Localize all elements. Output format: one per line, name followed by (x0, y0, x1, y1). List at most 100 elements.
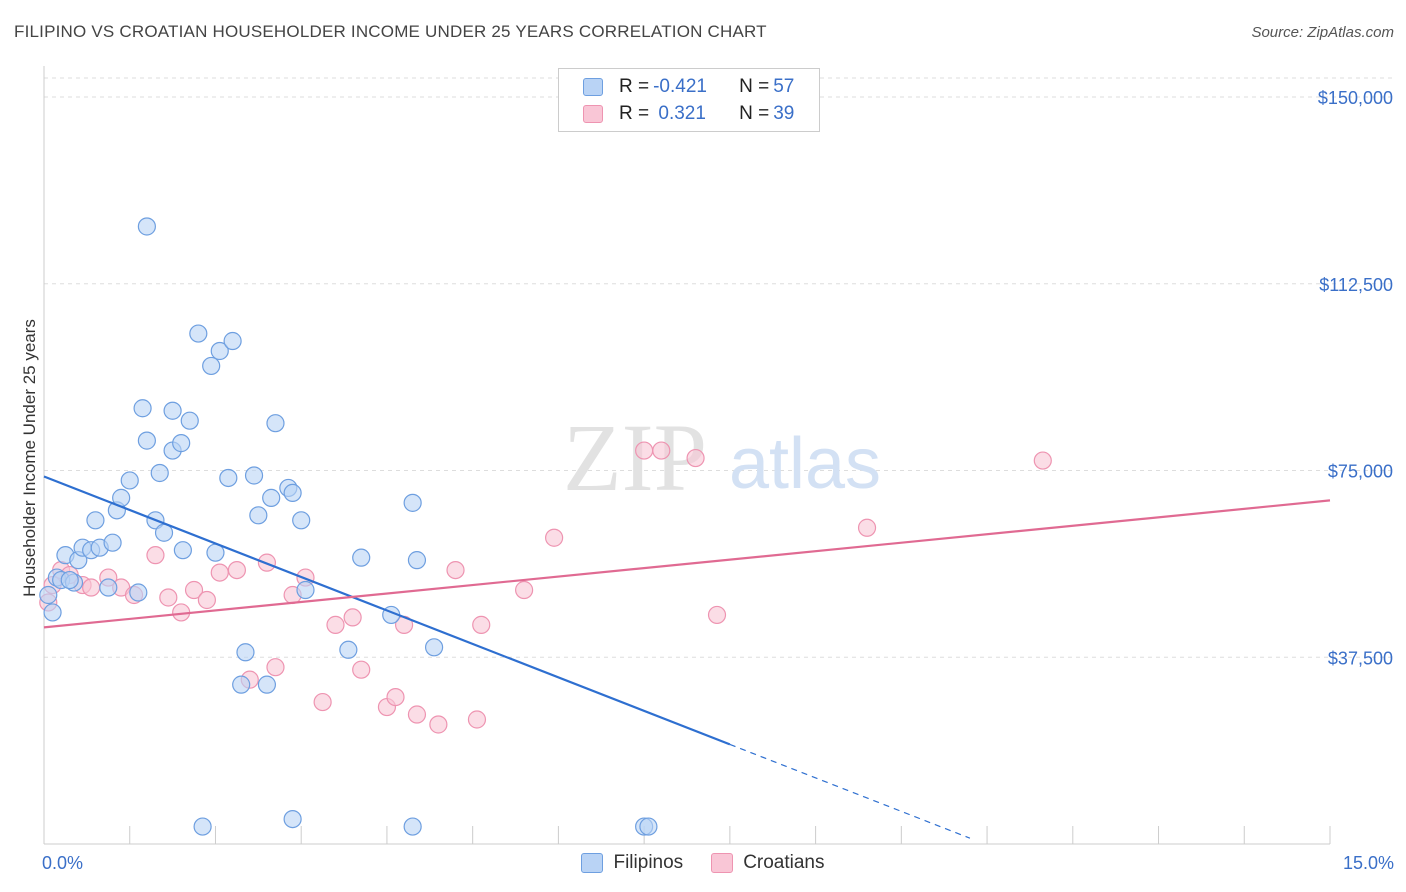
data-point-filipinos (219, 468, 238, 488)
data-point-filipinos (266, 414, 285, 433)
legend: Filipinos Croatians (0, 852, 1406, 874)
legend-item-filipinos[interactable]: Filipinos (581, 852, 683, 874)
grid-lines (44, 77, 1392, 658)
y-tick-label: $37,500 (1328, 648, 1393, 668)
legend-label-croatians: Croatians (743, 852, 825, 873)
data-point-filipinos (173, 541, 192, 560)
data-point-croatians (467, 710, 487, 729)
data-point-croatians (446, 560, 465, 580)
data-point-croatians (652, 441, 671, 460)
data-point-filipinos (163, 401, 182, 420)
data-point-croatians (266, 658, 285, 677)
data-point-filipinos (249, 506, 268, 525)
data-point-croatians (545, 528, 564, 547)
stats-row-filipinos: R = -0.421 N = 57 (583, 74, 794, 100)
data-point-filipinos (424, 638, 444, 657)
data-point-filipinos (39, 585, 58, 605)
legend-item-croatians[interactable]: Croatians (711, 852, 825, 874)
data-point-filipinos (292, 511, 311, 530)
data-point-filipinos (257, 675, 277, 694)
data-point-croatians (146, 546, 165, 565)
data-point-filipinos (129, 583, 148, 602)
stats-swatch-croatians (583, 105, 603, 123)
data-point-croatians (707, 605, 727, 625)
data-point-croatians (326, 615, 345, 634)
data-point-filipinos (403, 493, 422, 512)
data-point-croatians (407, 705, 427, 724)
data-point-filipinos (103, 533, 122, 552)
x-tick-label-min: 0.0% (42, 853, 83, 873)
data-point-filipinos (296, 580, 315, 600)
data-point-croatians (82, 578, 101, 597)
data-point-croatians (227, 560, 246, 580)
data-point-croatians (472, 615, 491, 634)
legend-label-filipinos: Filipinos (613, 852, 684, 873)
stats-n-value: 39 (773, 103, 795, 124)
stats-row-croatians: R = 0.321 N = 39 (583, 101, 794, 127)
data-point-filipinos (202, 356, 221, 376)
data-point-croatians (635, 441, 654, 460)
data-point-filipinos (223, 331, 242, 351)
data-point-croatians (1033, 451, 1052, 470)
data-point-filipinos (283, 809, 302, 829)
stats-r-label: R = (619, 76, 650, 97)
data-point-filipinos (150, 463, 169, 483)
data-point-filipinos (403, 817, 422, 836)
stats-r-value: 0.321 (653, 103, 706, 124)
stats-swatch-filipinos (583, 78, 603, 96)
data-point-filipinos (407, 551, 427, 570)
data-point-filipinos (60, 570, 79, 590)
data-point-croatians (857, 518, 877, 537)
data-point-croatians (515, 580, 534, 600)
data-point-filipinos (189, 324, 208, 343)
source-label: Source: ZipAtlas.com (1251, 24, 1394, 41)
data-point-croatians (184, 580, 204, 600)
legend-swatch-croatians (711, 853, 734, 873)
watermark-zip: ZIP (563, 404, 707, 511)
data-point-filipinos (193, 817, 212, 836)
data-point-filipinos (99, 578, 118, 597)
y-axis-label: Householder Income Under 25 years (20, 319, 39, 597)
data-point-croatians (429, 715, 448, 734)
data-point-filipinos (180, 411, 199, 430)
stats-r-label: R = (619, 103, 650, 124)
data-point-croatians (686, 448, 705, 468)
data-point-croatians (386, 687, 405, 707)
data-point-filipinos (137, 431, 156, 450)
data-point-filipinos (283, 483, 302, 503)
watermark: ZIP atlas (563, 404, 881, 511)
watermark-atlas: atlas (729, 424, 881, 504)
data-point-croatians (313, 692, 332, 712)
data-point-filipinos (210, 341, 229, 361)
y-tick-label: $112,500 (1319, 275, 1393, 295)
chart-title: FILIPINO VS CROATIAN HOUSEHOLDER INCOME … (14, 22, 767, 41)
data-point-croatians (159, 588, 178, 607)
stats-n-label: N = (739, 76, 770, 97)
data-point-filipinos (86, 511, 105, 530)
data-point-filipinos (120, 471, 139, 490)
data-point-filipinos (352, 548, 371, 567)
data-point-croatians (197, 590, 216, 610)
stats-n-value: 57 (773, 76, 795, 97)
data-point-filipinos (172, 434, 191, 453)
data-point-filipinos (133, 399, 152, 418)
stats-r-value: -0.421 (653, 76, 707, 97)
data-point-croatians (352, 660, 371, 679)
stats-box: R = -0.421 N = 57 R = 0.321 N = 39 (558, 68, 820, 132)
x-tick-label-max: 15.0% (1343, 853, 1394, 873)
trend-line-filipinos (43, 475, 731, 746)
y-tick-label: $150,000 (1318, 88, 1393, 108)
data-point-croatians (210, 563, 229, 582)
data-point-filipinos (232, 675, 251, 694)
legend-swatch-filipinos (581, 853, 604, 873)
data-point-filipinos (236, 643, 255, 662)
stats-n-label: N = (739, 103, 770, 124)
y-tick-label: $75,000 (1328, 462, 1393, 482)
data-point-filipinos (639, 817, 658, 836)
data-point-filipinos (137, 217, 156, 236)
trend-line-croatians (43, 499, 1331, 629)
data-point-filipinos (339, 640, 358, 659)
data-point-filipinos (244, 466, 264, 485)
trend-line-extension-filipinos (729, 743, 971, 839)
